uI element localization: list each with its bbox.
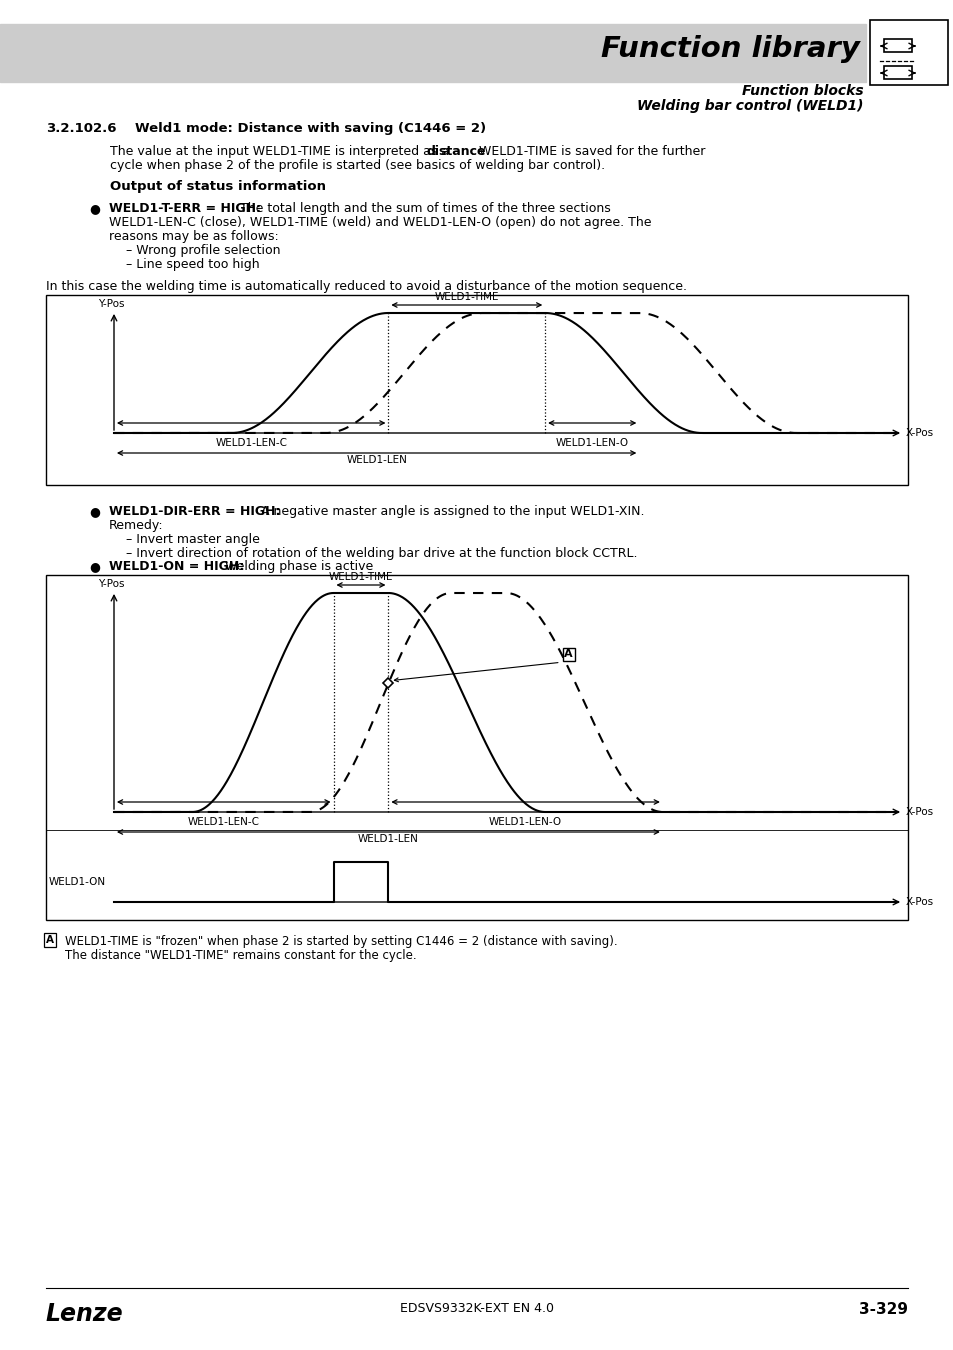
Text: WELD1-TIME is "frozen" when phase 2 is started by setting C1446 = 2 (distance wi: WELD1-TIME is "frozen" when phase 2 is s…: [65, 936, 617, 948]
Text: Welding bar control (WELD1): Welding bar control (WELD1): [637, 99, 863, 113]
Text: Output of status information: Output of status information: [110, 180, 326, 193]
Bar: [0, 24, 865, 82]
Text: – Invert master angle: – Invert master angle: [126, 533, 259, 545]
Text: X-Pos: X-Pos: [905, 896, 933, 907]
Text: The distance "WELD1-TIME" remains constant for the cycle.: The distance "WELD1-TIME" remains consta…: [65, 949, 416, 963]
Text: WELD1-ON = HIGH:: WELD1-ON = HIGH:: [109, 560, 244, 572]
Text: cycle when phase 2 of the profile is started (see basics of welding bar control): cycle when phase 2 of the profile is sta…: [110, 159, 604, 171]
Text: X-Pos: X-Pos: [905, 428, 933, 437]
Text: WELD1-DIR-ERR = HIGH:: WELD1-DIR-ERR = HIGH:: [109, 505, 280, 518]
Text: reasons may be as follows:: reasons may be as follows:: [109, 230, 278, 243]
Text: . WELD1-TIME is saved for the further: . WELD1-TIME is saved for the further: [471, 144, 704, 158]
Text: ●: ●: [89, 202, 100, 215]
Text: The total length and the sum of times of the three sections: The total length and the sum of times of…: [235, 202, 610, 215]
Text: WELD1-LEN-O: WELD1-LEN-O: [555, 437, 628, 448]
Text: – Invert direction of rotation of the welding bar drive at the function block CC: – Invert direction of rotation of the we…: [126, 547, 637, 560]
Text: WELD1-T-ERR = HIGH:: WELD1-T-ERR = HIGH:: [109, 202, 261, 215]
Text: WELD1-TIME: WELD1-TIME: [329, 572, 393, 582]
Text: WELD1-LEN-O: WELD1-LEN-O: [489, 817, 561, 828]
Text: ●: ●: [89, 505, 100, 518]
Text: Remedy:: Remedy:: [109, 518, 164, 532]
Text: WELD1-LEN: WELD1-LEN: [357, 834, 418, 844]
Text: WELD1-LEN-C: WELD1-LEN-C: [188, 817, 259, 828]
Text: A: A: [564, 649, 573, 659]
Bar: [883, 66, 911, 80]
Text: distance: distance: [427, 144, 486, 158]
Text: Welding phase is active: Welding phase is active: [221, 560, 373, 572]
Text: A: A: [46, 936, 54, 945]
Text: WELD1-LEN-C (close), WELD1-TIME (weld) and WELD1-LEN-O (open) do not agree. The: WELD1-LEN-C (close), WELD1-TIME (weld) a…: [109, 216, 651, 230]
Text: X-Pos: X-Pos: [905, 807, 933, 817]
Text: WELD1-LEN: WELD1-LEN: [346, 455, 407, 464]
Text: – Wrong profile selection: – Wrong profile selection: [126, 244, 280, 256]
Text: WELD1-ON: WELD1-ON: [49, 878, 106, 887]
Text: – Line speed too high: – Line speed too high: [126, 258, 259, 271]
Text: 3-329: 3-329: [858, 1301, 907, 1318]
Text: Lenze: Lenze: [46, 1301, 124, 1326]
Text: Y-Pos: Y-Pos: [98, 579, 125, 589]
Bar: [46, 296, 907, 485]
Text: EDSVS9332K-EXT EN 4.0: EDSVS9332K-EXT EN 4.0: [399, 1301, 554, 1315]
Text: ●: ●: [89, 560, 100, 572]
Text: The value at the input WELD1-TIME is interpreted as a: The value at the input WELD1-TIME is int…: [110, 144, 453, 158]
Text: Function library: Function library: [600, 35, 859, 63]
Text: Weld1 mode: Distance with saving (C1446 = 2): Weld1 mode: Distance with saving (C1446 …: [135, 122, 486, 135]
Text: In this case the welding time is automatically reduced to avoid a disturbance of: In this case the welding time is automat…: [46, 279, 686, 293]
Bar: [869, 20, 947, 85]
Text: 3.2.102.6: 3.2.102.6: [46, 122, 116, 135]
Text: Function blocks: Function blocks: [741, 84, 863, 99]
Bar: [883, 39, 911, 53]
Text: WELD1-TIME: WELD1-TIME: [435, 292, 498, 302]
Bar: [46, 575, 907, 919]
Text: A negative master angle is assigned to the input WELD1-XIN.: A negative master angle is assigned to t…: [256, 505, 644, 518]
Text: Y-Pos: Y-Pos: [98, 298, 125, 309]
Text: WELD1-LEN-C: WELD1-LEN-C: [215, 437, 287, 448]
